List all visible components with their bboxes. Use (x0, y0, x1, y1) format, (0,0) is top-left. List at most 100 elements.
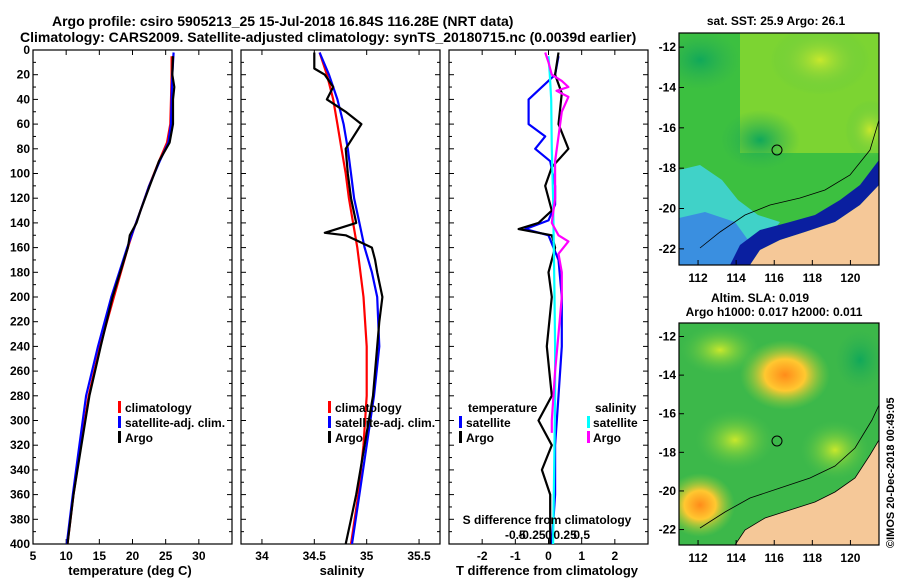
secondary-tick-label: 0.5 (573, 528, 590, 542)
legend-swatch-satellite (118, 416, 121, 428)
secondary-tick-label: 0.25 (553, 528, 577, 542)
x-tick-label: 20 (126, 549, 140, 563)
series-line-argo (66, 56, 176, 544)
lon-tick-label: 112 (688, 551, 708, 565)
sst-cool-water (679, 212, 748, 265)
x-tick-label: 15 (93, 549, 107, 563)
lon-tick-label: 116 (765, 271, 785, 285)
x-tick-label: 35 (360, 549, 374, 563)
lat-tick-label: -18 (659, 445, 677, 459)
salinity-diff-axis-label: S difference from climatology (463, 513, 632, 527)
x-tick-label: 5 (30, 549, 37, 563)
sla-mid-patch (680, 325, 760, 375)
difference-series (517, 52, 570, 544)
secondary-tick-label: -0.5 (505, 528, 526, 542)
series-line-temperature-satellite (524, 56, 563, 544)
secondary-tick-label: 0 (545, 528, 552, 542)
salinity-legend: climatology satellite-adj. clim. Argo (328, 401, 435, 445)
lat-tick-label: -20 (659, 484, 677, 498)
sst-map-title: sat. SST: 25.9 Argo: 26.1 (707, 14, 846, 28)
x-tick-label: 34 (255, 549, 269, 563)
sla-mid-patch (800, 420, 870, 480)
x-tick-label: 1 (578, 549, 585, 563)
salinity-series (313, 52, 384, 544)
legend-swatch-temp-satellite (459, 416, 462, 428)
legend-heading-temperature: temperature (468, 401, 538, 415)
secondary-tick-label: -0.25 (518, 528, 546, 542)
legend-label-climatology: climatology (125, 401, 192, 415)
depth-tick-label: 260 (10, 364, 30, 378)
difference-depth-ticks (449, 49, 648, 545)
sla-mid-patch (695, 410, 775, 470)
legend-heading-salinity: salinity (595, 401, 637, 415)
coastline (734, 439, 879, 545)
temperature-panel: 0 20 40 60 80 100 120 140 160 180 200 220 240 260 280 3… (10, 43, 233, 578)
sst-warm-patch (770, 33, 870, 95)
temperature-x-axis: 5 10 15 20 25 30 (30, 50, 206, 563)
depth-tick-label: 320 (10, 438, 30, 452)
legend-label-satellite: satellite-adj. clim. (335, 416, 435, 430)
depth-tick-label: 280 (10, 389, 30, 403)
sst-cold-coastal-band (730, 160, 879, 265)
x-tick-label: -2 (477, 549, 488, 563)
depth-tick-label: 80 (17, 142, 31, 156)
legend-swatch-sal-argo (587, 431, 590, 443)
lat-tick-label: -12 (659, 330, 677, 344)
salinity-diff-axis: -0.5-0.25 0 0.250.5 (505, 528, 590, 542)
temperature-panel-frame (32, 49, 233, 545)
lat-tick-label: -16 (659, 407, 677, 421)
legend-swatch-temp-argo (459, 431, 462, 443)
legend-swatch-climatology (118, 401, 121, 413)
series-line-salinity-satellite (547, 56, 557, 544)
depth-tick-label: 60 (17, 117, 31, 131)
salinity-depth-ticks (241, 49, 440, 545)
figure-title-line1: Argo profile: csiro 5905213_25 15-Jul-20… (52, 13, 513, 29)
x-tick-label: 2 (611, 549, 618, 563)
depth-tick-label: 180 (10, 265, 30, 279)
sla-map-title-line1: Altim. SLA: 0.019 (711, 291, 809, 305)
sst-green-patch (720, 110, 800, 170)
lat-tick-label: -22 (659, 242, 677, 256)
legend-label-temp-satellite: satellite (466, 416, 511, 430)
sst-map-frame (678, 32, 880, 266)
lat-tick-label: -14 (659, 368, 677, 382)
depth-tick-label: 160 (10, 241, 30, 255)
depth-tick-label: 120 (10, 191, 30, 205)
salinity-x-axis: 34 34.5 35 35.5 (255, 50, 431, 563)
sla-low-patch (835, 330, 879, 390)
depth-tick-label: 220 (10, 315, 30, 329)
temperature-legend: climatology satellite-adj. clim. Argo (118, 401, 225, 445)
sst-map-field (679, 33, 879, 265)
salinity-panel: 34 34.5 35 35.5 climatology satellite-adj. … (240, 49, 441, 578)
imos-credit: ©IMOS 20-Dec-2018 00:49:05 (885, 397, 897, 548)
lat-tick-label: -14 (659, 80, 677, 94)
series-line-argo (313, 52, 384, 544)
argo-float-marker (771, 435, 783, 447)
depth-tick-label: 340 (10, 463, 30, 477)
legend-swatch-climatology (328, 401, 331, 413)
sst-map-axes: 112 114 116 118 120 -12 -14 -16 -18 -20 -22 (659, 40, 861, 285)
salinity-x-label: salinity (320, 563, 366, 578)
sla-map-field (679, 323, 879, 545)
lat-tick-label: -12 (659, 40, 677, 54)
depth-tick-label: 400 (10, 537, 30, 551)
lon-tick-label: 120 (840, 551, 860, 565)
legend-swatch-argo (328, 431, 331, 443)
depth-tick-label: 300 (10, 414, 30, 428)
depth-tick-label: 0 (23, 43, 30, 57)
figure-title-line2: Climatology: CARS2009. Satellite-adjuste… (20, 29, 636, 45)
lon-tick-label: 118 (803, 551, 823, 565)
temperature-series (65, 52, 176, 544)
lat-tick-label: -22 (659, 523, 677, 537)
land-australia (735, 440, 879, 545)
x-tick-label: -1 (510, 549, 521, 563)
difference-x-axis: -2 -1 0 1 2 (477, 50, 618, 563)
depth-tick-label: 240 (10, 339, 30, 353)
legend-swatch-satellite (328, 416, 331, 428)
sla-map-panel: Altim. SLA: 0.019 Argo h1000: 0.017 h200… (659, 291, 880, 565)
sst-green-patch (679, 33, 740, 90)
sla-map-axes: 112 114 116 118 120 -12 -14 -16 -18 -20 -22 (659, 330, 861, 565)
x-tick-label: 34.5 (303, 549, 327, 563)
legend-label-temp-argo: Argo (466, 431, 494, 445)
